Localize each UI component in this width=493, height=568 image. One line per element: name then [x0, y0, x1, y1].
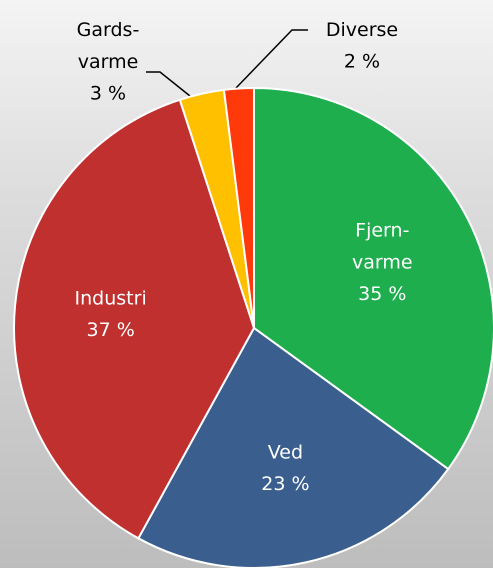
value-label: 2 % [344, 51, 380, 73]
value-label: 37 % [86, 319, 134, 341]
category-label: Ved [268, 441, 303, 463]
value-label: 3 % [90, 83, 126, 105]
value-label: 23 % [261, 473, 309, 495]
chart: Fjern-varme35 %Ved23 %Industri37 %Gards-… [0, 0, 493, 568]
category-label: Industri [75, 287, 147, 309]
category-label: Diverse [326, 19, 398, 41]
value-label: 35 % [358, 283, 406, 305]
